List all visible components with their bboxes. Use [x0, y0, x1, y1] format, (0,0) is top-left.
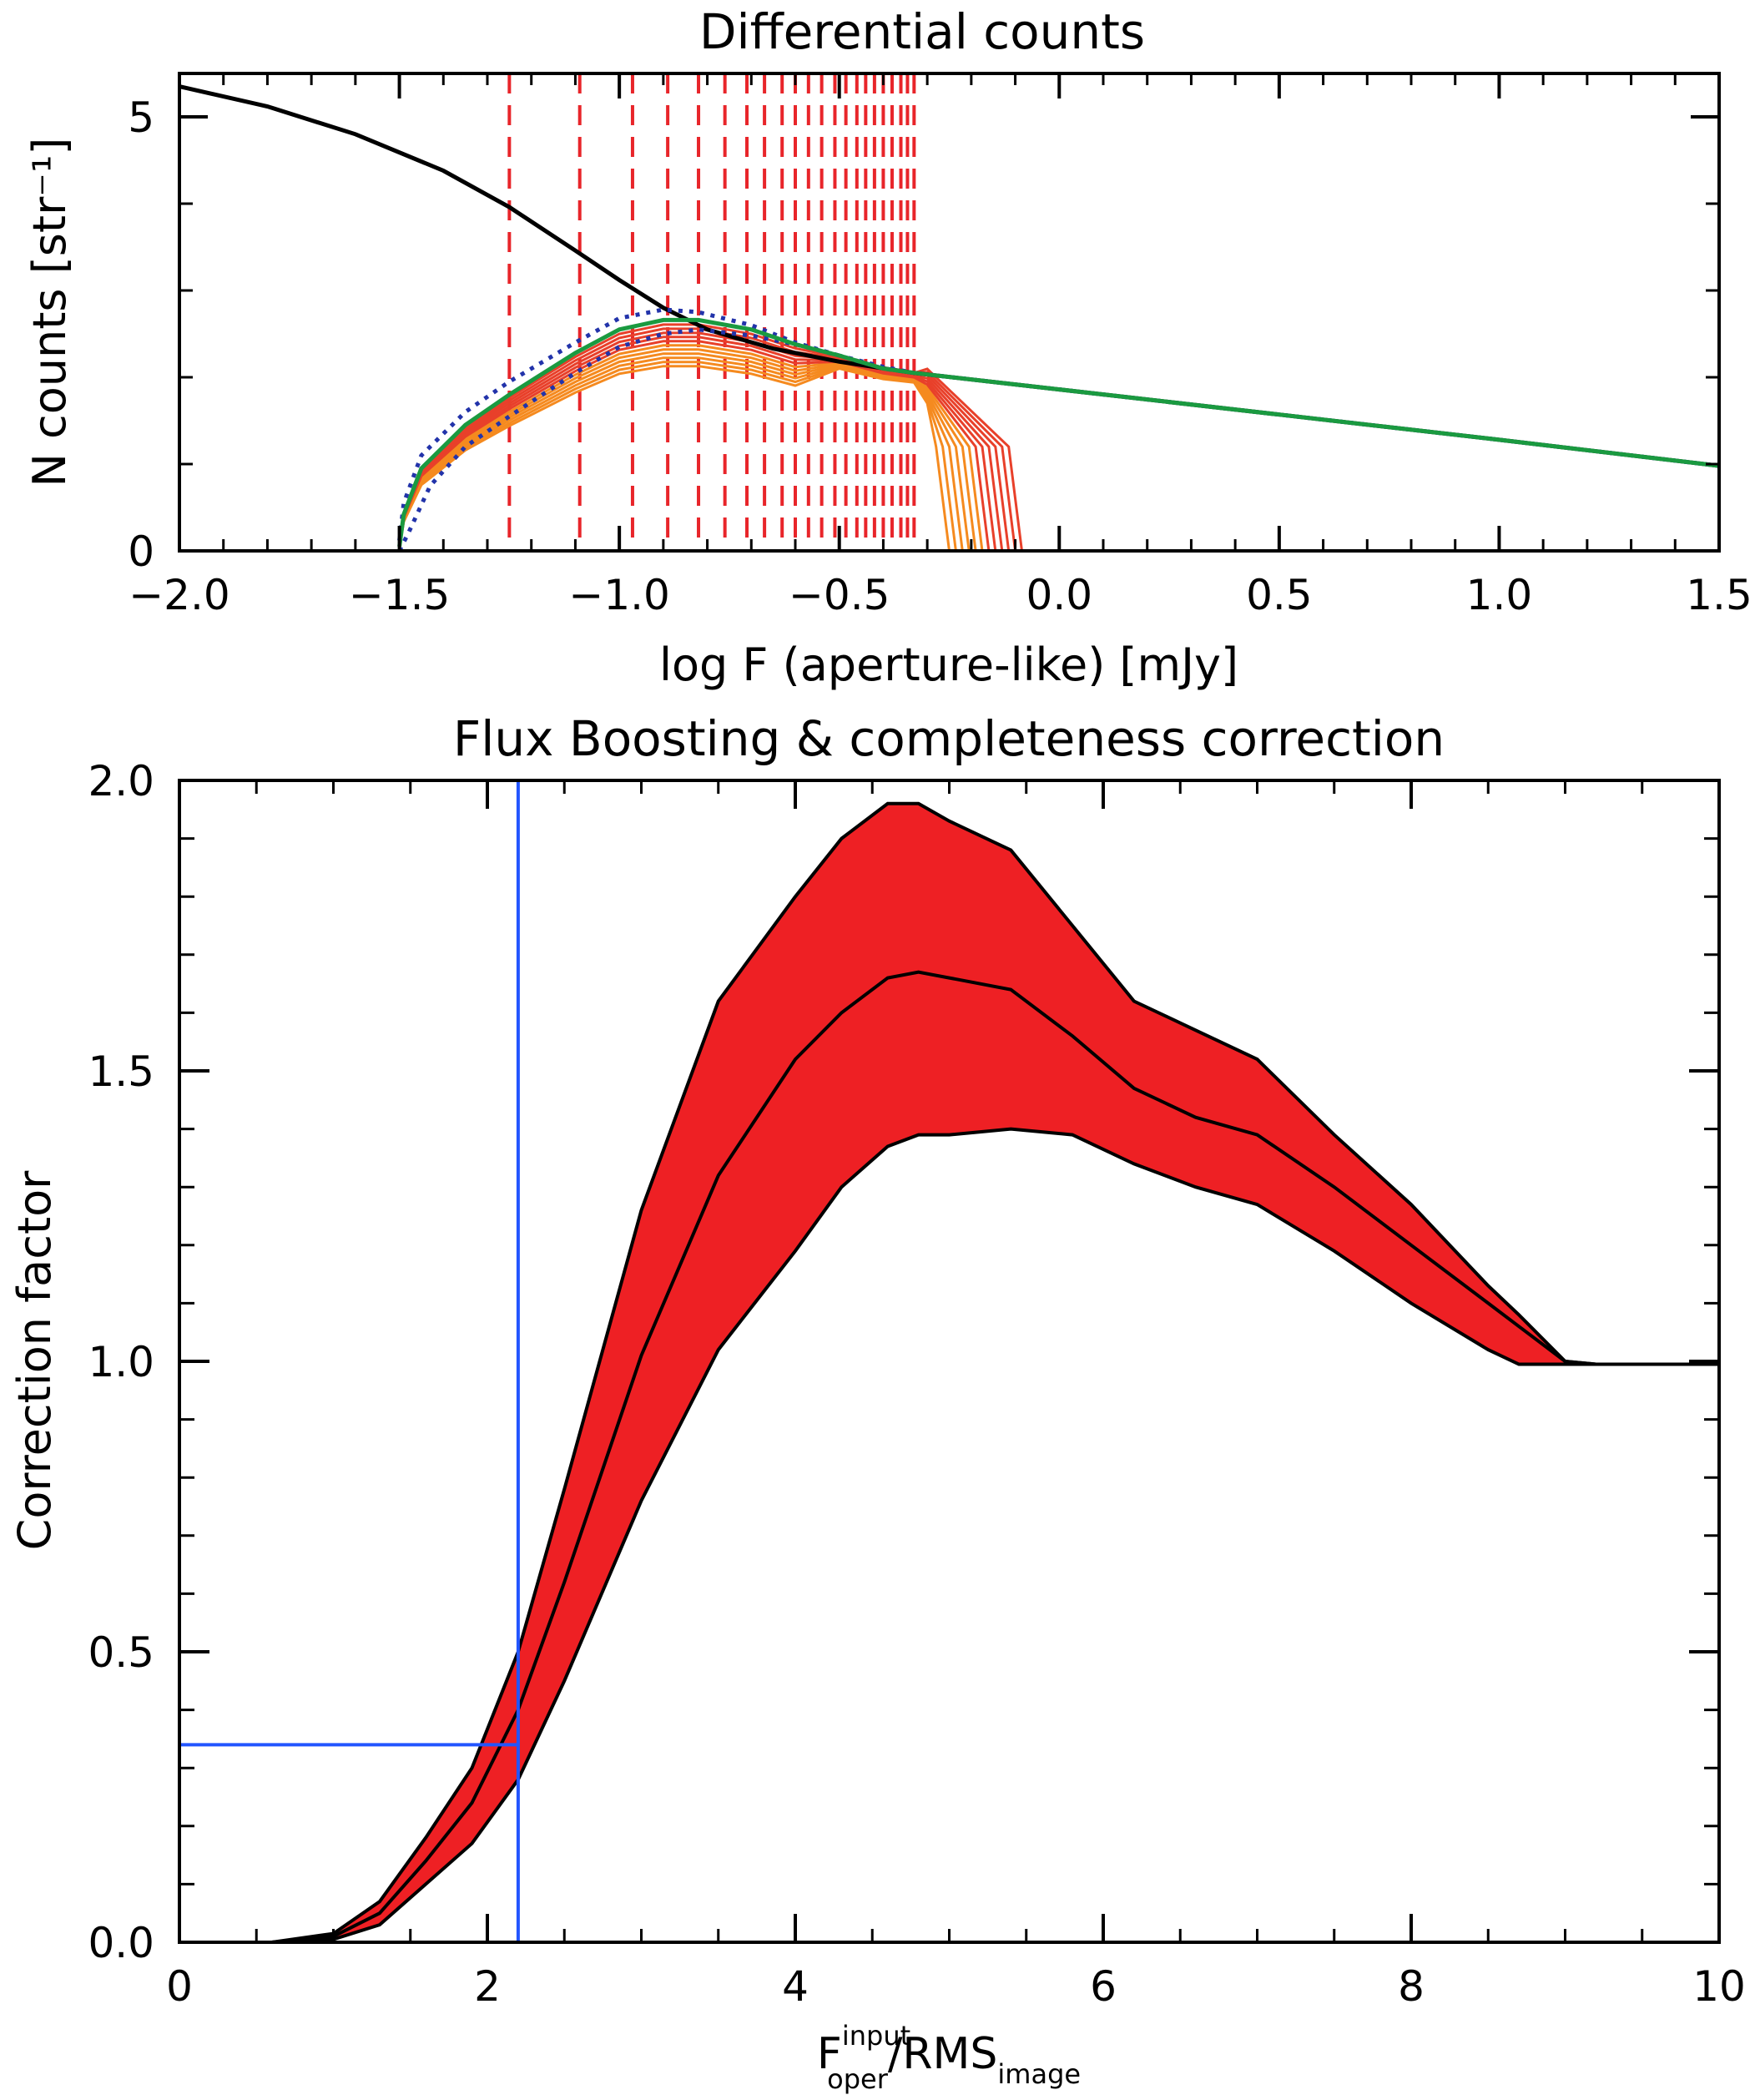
- top-chart-title: Differential counts: [699, 3, 1145, 60]
- top-x-tick-label-0: −2.0: [129, 571, 229, 619]
- bottom-x-axis-label: Finput oper/RMSimage: [817, 2020, 1081, 2095]
- top-x-tick-label-1: −1.5: [349, 571, 450, 619]
- recovered-count-curve-7: [398, 336, 997, 552]
- bottom-x-tick-label-5: 10: [1692, 1962, 1746, 2011]
- lower-bound-line: [271, 1127, 1719, 1944]
- bottom-axis-ticks: 0 2 4 6 8 10 0.0 0.5 1.0 1.5 2.0: [88, 757, 1745, 2011]
- top-y-tick-label-1: 5: [128, 93, 154, 142]
- top-x-tick-label-7: 1.5: [1686, 571, 1752, 619]
- bottom-x-tick-label-2: 4: [782, 1962, 809, 2011]
- flux-boosting-chart: Flux Boosting & completeness correction …: [8, 710, 1746, 2095]
- mean-correction-line: [271, 970, 1719, 1944]
- correction-band: [271, 803, 1720, 1942]
- bottom-y-tick-label-0: 0.0: [88, 1919, 154, 1967]
- upper-bound-line: [271, 801, 1719, 1944]
- top-x-tick-label-6: 1.0: [1466, 571, 1533, 619]
- bottom-y-tick-label-3: 1.5: [88, 1047, 154, 1096]
- top-plot-frame: [178, 72, 1721, 553]
- top-y-tick-label-0: 0: [128, 528, 154, 576]
- recovered-count-curve-6: [398, 340, 991, 552]
- correction-band-group: [271, 801, 1720, 1944]
- bottom-x-tick-label-0: 0: [166, 1962, 193, 2011]
- bottom-x-tick-label-4: 8: [1398, 1962, 1425, 2011]
- bottom-x-tick-label-3: 6: [1090, 1962, 1117, 2011]
- bottom-y-tick-label-1: 0.5: [88, 1628, 154, 1677]
- top-series-line-1: [397, 307, 1720, 541]
- red-dashed-flux-limits: [507, 73, 916, 551]
- top-x-tick-label-4: 0.0: [1026, 571, 1093, 619]
- bottom-x-tick-label-1: 2: [474, 1962, 501, 2011]
- top-y-axis-label: N counts [str⁻¹]: [23, 137, 76, 487]
- bottom-y-tick-label-2: 1.0: [88, 1338, 154, 1386]
- top-series-group: [179, 84, 1720, 553]
- top-x-tick-label-5: 0.5: [1246, 571, 1313, 619]
- top-x-tick-label-3: −0.5: [789, 571, 890, 619]
- bottom-y-axis-label: Correction factor: [8, 1170, 61, 1551]
- top-x-tick-label-2: −1.0: [568, 571, 669, 619]
- top-axis-ticks: −2.0 −1.5 −1.0 −0.5 0.0 0.5 1.0 1.5 0 5: [128, 73, 1752, 619]
- differential-counts-chart: Differential counts −2.0 −1.5 −1.0 −0.5 0.0 0…: [23, 3, 1752, 691]
- marker-lines: [179, 780, 520, 1942]
- top-series-line-3: [397, 317, 1720, 548]
- recovered-count-curve-4: [398, 348, 977, 552]
- bottom-chart-title: Flux Boosting & completeness correction: [453, 710, 1445, 767]
- bottom-y-tick-label-4: 2.0: [88, 757, 154, 805]
- recovered-count-curve-5: [398, 344, 984, 552]
- top-x-axis-label: log F (aperture-like) [mJy]: [659, 639, 1238, 691]
- recovered-count-curve-8: [398, 331, 1004, 552]
